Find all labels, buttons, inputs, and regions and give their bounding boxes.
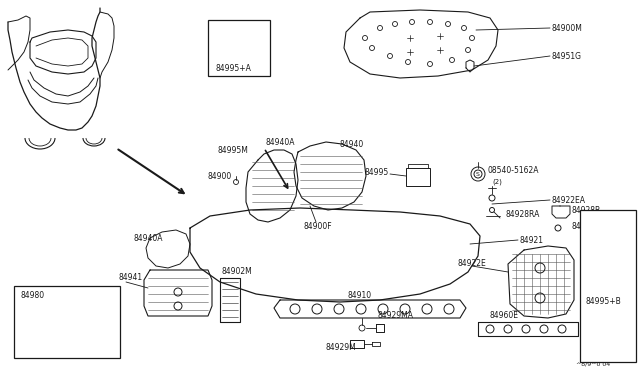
Text: ^8/9^0 04: ^8/9^0 04 [576,362,611,366]
Text: 84910: 84910 [348,292,372,301]
Text: 84995M: 84995M [218,145,249,154]
Text: 84900: 84900 [208,171,232,180]
Text: 84900F: 84900F [304,221,333,231]
Text: 84940A: 84940A [266,138,296,147]
Text: 84928R: 84928R [572,205,602,215]
Bar [406,168,430,186]
Text: 84928RA: 84928RA [506,209,540,218]
Text: 84922E: 84922E [458,259,487,267]
Text: 84922EA: 84922EA [552,196,586,205]
Text: 08540-5162A: 08540-5162A [488,166,540,174]
Polygon shape [218,28,246,40]
Text: 84995+A: 84995+A [215,64,251,73]
Text: 84960E: 84960E [490,311,519,321]
Text: 84995+B: 84995+B [586,298,621,307]
Text: 84921: 84921 [520,235,544,244]
Text: 84900M: 84900M [552,23,583,32]
Bar [580,210,636,362]
Bar [14,286,120,358]
Text: S: S [476,171,480,176]
Text: 84929MA: 84929MA [378,311,414,321]
Text: 84902M: 84902M [222,267,253,276]
Text: 84995: 84995 [365,167,389,176]
Text: (2): (2) [492,179,502,185]
Text: 84980: 84980 [20,292,44,301]
Text: 84951G: 84951G [552,51,582,61]
Text: 84941: 84941 [118,273,142,282]
Text: 84940: 84940 [340,140,364,148]
Text: 84900A: 84900A [572,221,602,231]
Text: 84920: 84920 [608,221,632,231]
Text: 84940A: 84940A [134,234,163,243]
Bar [208,20,270,76]
Text: 84929M: 84929M [326,343,356,353]
